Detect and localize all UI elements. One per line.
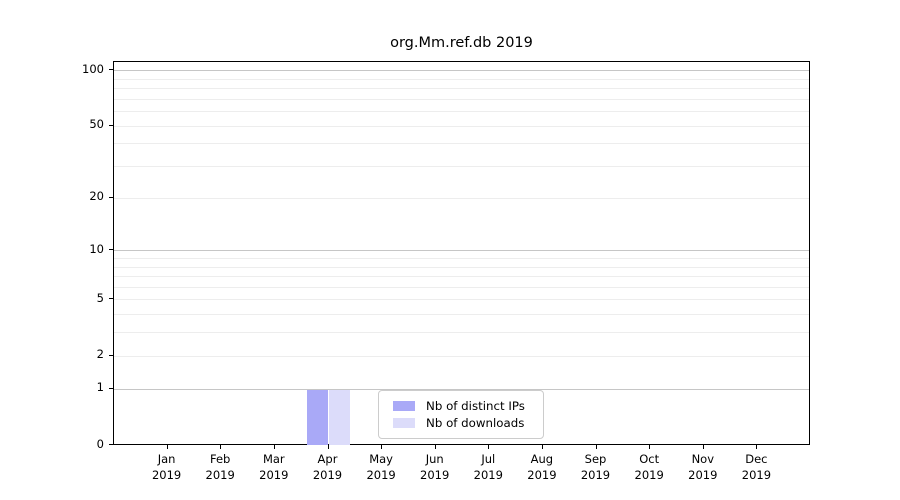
x-tick-mark (541, 445, 543, 449)
y-tick-mark (109, 444, 113, 445)
x-tick-label: May 2019 (366, 452, 396, 482)
y-tick-label: 1 (96, 380, 104, 395)
gridline-minor (114, 78, 809, 80)
x-tick-mark (649, 445, 651, 449)
gridline-minor (114, 125, 809, 127)
x-tick-label: Jan 2019 (151, 452, 182, 482)
y-tick-label: 100 (82, 61, 104, 76)
y-tick-label: 50 (89, 117, 104, 132)
x-tick-label: Mar 2019 (259, 452, 289, 482)
x-tick-label: Feb 2019 (205, 452, 235, 482)
y-tick-mark (109, 387, 113, 389)
x-tick-mark (756, 445, 758, 449)
x-tick-label: Sep 2019 (580, 452, 611, 482)
gridline-minor (114, 266, 809, 268)
gridline-minor (114, 286, 809, 288)
legend-label: Nb of distinct IPs (426, 398, 525, 413)
legend-swatch-distinct-ips (393, 400, 415, 411)
gridline-minor (114, 332, 809, 334)
x-tick-mark (327, 445, 329, 449)
x-tick-label: Jul 2019 (473, 452, 503, 482)
x-tick-label: Dec 2019 (741, 452, 772, 482)
gridline-minor (114, 355, 809, 357)
x-tick-mark (220, 445, 222, 449)
gridline-minor (114, 197, 809, 199)
gridline-minor (114, 98, 809, 100)
x-tick-mark (595, 445, 597, 449)
x-tick-mark (702, 445, 704, 449)
y-tick-label: 10 (89, 241, 104, 256)
legend-label: Nb of downloads (426, 416, 525, 431)
legend-row: Nb of distinct IPs (385, 397, 535, 415)
legend-swatch-downloads (393, 418, 415, 429)
gridline-minor (114, 88, 809, 90)
x-tick-label: Oct 2019 (634, 452, 664, 482)
x-tick-label: Aug 2019 (527, 452, 557, 482)
gridline-major (114, 70, 809, 72)
y-tick-mark (109, 124, 113, 126)
gridline-minor (114, 111, 809, 113)
x-tick-label: Nov 2019 (688, 452, 718, 482)
legend-row: Nb of downloads (385, 415, 535, 433)
gridline-major (114, 388, 809, 390)
y-tick-mark (109, 298, 113, 300)
x-tick-mark (166, 445, 168, 449)
y-tick-label: 20 (89, 189, 104, 204)
legend: Nb of distinct IPs Nb of downloads (378, 390, 544, 439)
x-tick-mark (488, 445, 490, 449)
x-tick-mark (381, 445, 383, 449)
y-tick-label: 0 (96, 436, 104, 451)
chart-title: org.Mm.ref.db 2019 (390, 35, 533, 51)
plot-area (113, 61, 810, 445)
bar-downloads (328, 389, 350, 445)
y-tick-label: 2 (96, 347, 104, 362)
y-tick-label: 5 (96, 290, 104, 305)
y-tick-mark (109, 69, 113, 71)
gridline-minor (114, 299, 809, 301)
gridline-major (114, 250, 809, 252)
y-tick-mark (109, 196, 113, 198)
y-tick-mark (109, 249, 113, 251)
gridline-minor (114, 314, 809, 316)
x-tick-mark (273, 445, 275, 449)
x-tick-mark (434, 445, 436, 449)
y-tick-mark (109, 354, 113, 356)
x-tick-label: Jun 2019 (420, 452, 450, 482)
gridline-minor (114, 257, 809, 259)
gridline-minor (114, 143, 809, 145)
gridline-minor (114, 166, 809, 168)
gridline-minor (114, 276, 809, 278)
bar-distinct-ips (306, 389, 328, 445)
x-tick-label: Apr 2019 (312, 452, 343, 482)
